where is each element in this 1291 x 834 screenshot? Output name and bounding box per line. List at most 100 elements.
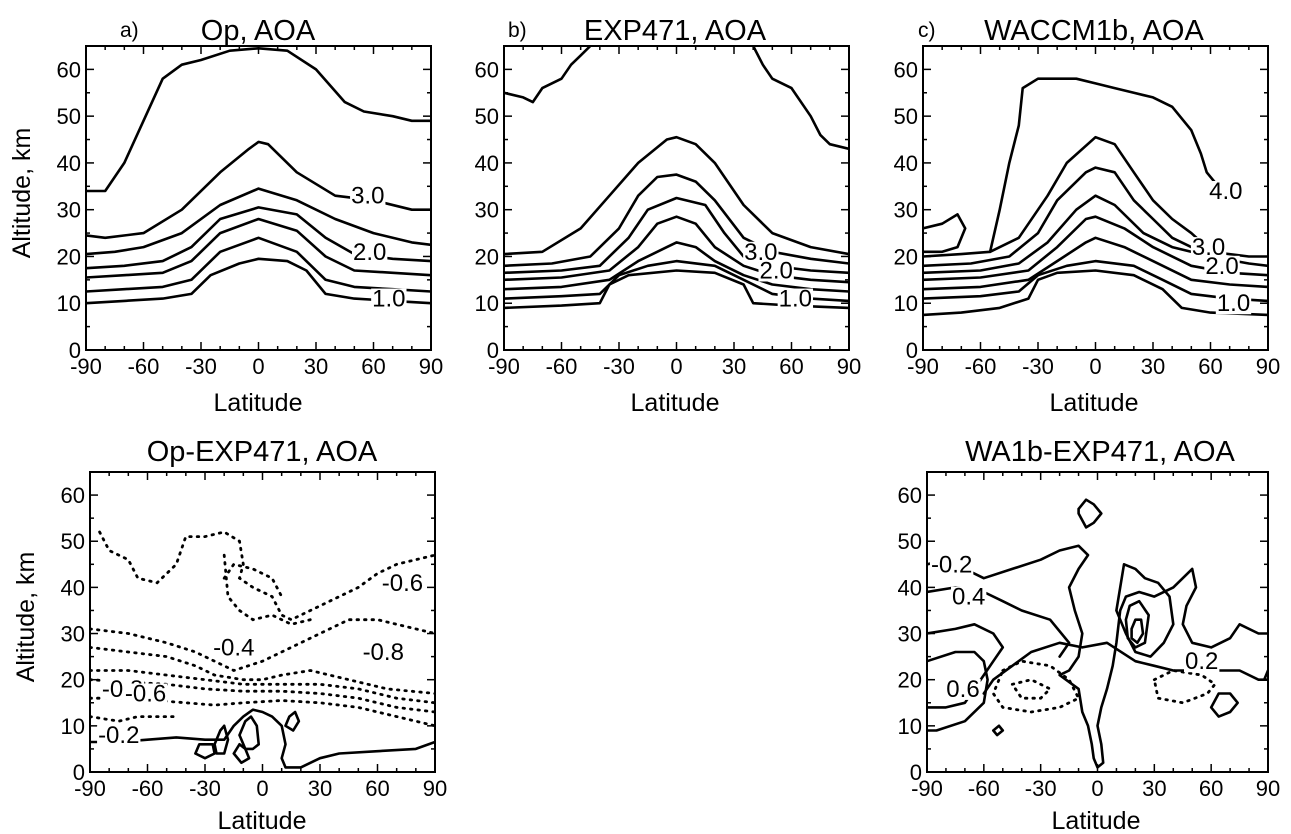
y-tick-label: 0 [910,760,922,785]
panel-c-contour-labels: 4.03.02.01.0 [1190,178,1252,317]
x-tick-label: -30 [1025,776,1057,801]
contour-line [1130,618,1145,645]
contour-label: -0.4 [213,634,254,661]
contour-line-negative [90,669,435,705]
contour-line [1262,669,1268,681]
contour-line [923,259,1268,303]
contour-label-mask [777,288,814,310]
x-tick-label: -90 [70,354,102,379]
panel-a: a) Op, AOA Latitude Altitude, km -90 -60-… [8,15,443,417]
contour-label: 1.0 [372,286,405,313]
contour-line-negative [222,562,284,598]
contour-label-mask [1215,293,1252,315]
panel-b: b) EXP471, AOA Latitude -90 -60 -30 0 30 60 90… [475,15,862,417]
panel-e-xlabel: Latitude [1052,807,1141,834]
x-tick-label: -30 [189,776,221,801]
contour-label-mask [1190,237,1227,259]
x-tick-label: -60 [132,776,164,801]
panel-d-contours [90,530,435,769]
panel-a-ticks: -90 -60 -30 0 30 60 90 0 10 20 30 40 50 60 [57,45,443,379]
contour-label: 2.0 [1205,253,1238,280]
x-tick-label: -30 [603,354,635,379]
x-tick-label: 60 [1198,354,1222,379]
y-tick-label: 30 [894,198,918,223]
contour-line [992,724,1005,737]
contour-line [504,215,849,284]
contour-line [232,743,251,765]
y-tick-label: 60 [894,57,918,82]
x-tick-label: 0 [252,354,264,379]
x-tick-label: -60 [128,354,160,379]
panel-a-contour-labels: 3.0 2.0 1.0 [350,183,407,313]
y-tick-label: 40 [894,151,918,176]
y-tick-label: 10 [475,291,499,316]
x-tick-label: 30 [304,354,328,379]
contour-label: 2.0 [759,257,792,284]
y-tick-label: 20 [57,244,81,269]
panel-c-xlabel: Latitude [1050,389,1139,417]
contour-label-mask [1208,180,1244,202]
x-tick-label: 90 [837,354,861,379]
contour-label-mask [361,642,405,663]
contour-line [1077,498,1103,529]
contour-label-mask [350,185,386,207]
panel-e-contours [927,498,1268,769]
contour-label-mask [97,725,141,747]
contour-line-negative [1010,678,1053,700]
panel-a-ylabel: Altitude, km [8,128,36,259]
panel-b-letter: b) [508,19,527,42]
y-tick-label: 60 [898,483,922,508]
contour-label-mask [743,241,779,263]
panel-d-ylabel: Altitude, km [12,552,40,683]
y-tick-label: 0 [73,760,85,785]
panel-c-title: WACCM1b, AOA [984,15,1204,47]
contour-line [90,708,435,769]
panel-b-contour-labels: 3.02.01.0 [743,239,814,313]
panel-c: c) WACCM1b, AOA Latitude -90 -60 -30 0 30 60 9… [894,15,1281,417]
contour-line [923,215,1268,282]
contour-line [238,715,260,751]
contour-label-mask [123,683,168,705]
contour-line [504,135,849,256]
x-tick-label: -60 [965,354,997,379]
contour-label-mask [212,637,256,659]
contour-label: 0.2 [1185,648,1218,675]
y-tick-label: 0 [906,338,918,363]
contour-label-mask [351,241,388,263]
contour-line-negative [1152,669,1218,705]
y-tick-label: 60 [57,57,81,82]
y-tick-label: 50 [894,104,918,129]
panel-a-title: Op, AOA [201,15,316,47]
y-tick-label: 10 [57,291,81,316]
contour-line [927,544,1268,769]
panel-d: Op-EXP471, AOA Latitude Altitude, km -90… [12,436,447,834]
panel-c-contours [923,77,1268,317]
y-tick-label: 20 [894,244,918,269]
x-tick-label: -90 [74,776,106,801]
panel-b-xlabel: Latitude [631,389,720,417]
contour-line [982,641,1268,695]
contour-label: 1.0 [1217,290,1250,317]
y-tick-label: 20 [475,244,499,269]
y-tick-label: 0 [69,338,81,363]
x-tick-label: 90 [419,354,443,379]
panel-b-contours [504,46,849,310]
contour-label: 0.4 [952,584,985,611]
contour-label: -0.8 [363,639,404,666]
contour-label-mask [945,678,981,700]
y-tick-label: 50 [57,104,81,129]
y-tick-label: 40 [898,575,922,600]
contour-line-negative [991,659,1081,714]
contour-line [923,213,967,254]
x-tick-label: 60 [779,354,803,379]
x-tick-label: 30 [308,776,332,801]
contour-line [751,46,849,151]
x-tick-label: 0 [1089,354,1101,379]
x-tick-label: 30 [1142,776,1166,801]
y-tick-label: 40 [57,151,81,176]
contour-label-mask [1184,651,1220,673]
y-tick-label: 50 [898,529,922,554]
y-tick-label: 10 [61,714,85,739]
contour-line [1124,599,1150,649]
